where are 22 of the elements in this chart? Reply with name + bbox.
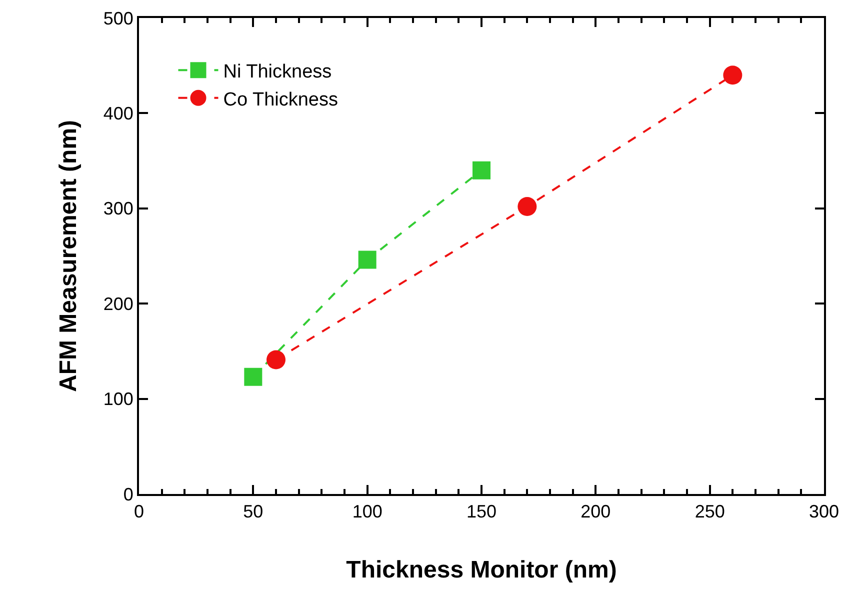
- x-tick-label: 100: [352, 502, 382, 522]
- point: [244, 368, 262, 386]
- point: [518, 197, 537, 216]
- y-tick-label: 500: [103, 8, 134, 28]
- y-tick-label: 0: [123, 484, 134, 504]
- x-tick-label: 150: [466, 502, 497, 522]
- x-tick-label: 50: [243, 502, 264, 522]
- point: [358, 250, 376, 269]
- x-tick-label: 250: [694, 502, 725, 522]
- y-tick-label: 400: [103, 104, 134, 124]
- y-tick-label: 100: [103, 389, 134, 410]
- legend-label: Ni Thickness: [223, 62, 332, 83]
- point: [723, 66, 742, 85]
- x-tick-label: 200: [580, 502, 611, 522]
- x-tick-label: 300: [808, 502, 840, 522]
- point: [266, 350, 286, 370]
- y-tick-label: 300: [103, 198, 134, 219]
- y-tick-label: 200: [103, 294, 134, 314]
- y-axis-title: AFM Measurement (nm): [54, 120, 82, 392]
- x-axis-title: Thickness Monitor (nm): [346, 556, 617, 584]
- legend-label: Co Thickness: [223, 89, 338, 110]
- point: [472, 161, 490, 180]
